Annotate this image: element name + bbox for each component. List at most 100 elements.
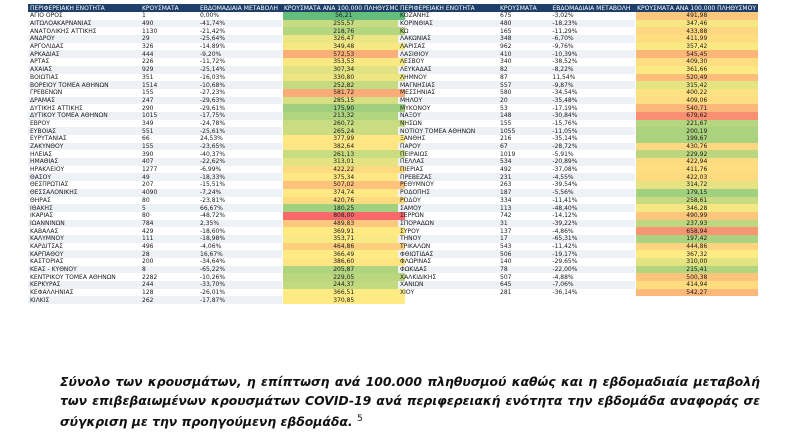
cases-cell: 290 [142,104,154,112]
region-cell: ΦΛΩΡΙΝΑΣ [400,258,432,266]
region-cell: ΠΙΕΡΙΑΣ [400,166,424,174]
weekly-change-cell: -5,91% [552,150,574,158]
weekly-change-cell: -22,00% [550,265,636,274]
table-row: ΜΗΛΟΥ 20 -35,48% 409,06 [398,96,758,105]
weekly-change-cell: -35,14% [552,135,578,143]
cases-cell: 67 [498,142,551,151]
rate-cell: 520,49 [634,73,758,82]
region-cell: ΘΑΣΟΥ [28,173,140,182]
table-row: ΑΡΤΑΣ 226 -11,72% 353,53 [28,58,405,66]
weekly-change-cell: -6,70% [550,35,636,43]
rate-cell: 374,74 [281,188,405,197]
weekly-change-cell: -6,99% [200,166,222,174]
rate-cell: 255,57 [281,19,405,28]
cases-cell: 326 [142,43,154,51]
table-row: ΒΟΡΕΙΟΥ ΤΟΜΕΑ ΑΘΗΝΩΝ 1514 -10,68% 252,82 [28,81,405,89]
region-cell: ΛΑΡΙΣΑΣ [400,43,426,51]
weekly-change-cell: -21,42% [200,27,226,35]
rate-cell: 205,87 [281,265,405,274]
table-row: ΡΟΔΟΠΗΣ 187 -5,56% 179,15 [398,188,758,197]
region-cell: ΛΕΥΚΑΔΑΣ [398,65,498,74]
weekly-change-cell: -38,52% [552,58,578,66]
weekly-change-cell: -19,17% [550,250,636,258]
header-row: ΠΕΡΙΦΕΡΕΙΑΚΗ ΕΝΟΤΗΤΑ ΚΡΟΥΣΜΑΤΑ ΕΒΔΟΜΑΔΙΑ… [398,4,758,12]
cases-cell: 1 [142,12,146,20]
weekly-change-cell: -10,26% [200,273,226,281]
rate-cell: 314,72 [634,181,758,189]
rate-cell: 244,37 [281,281,405,289]
cases-cell: 20 [498,96,551,105]
region-cell: ΚΩ [400,27,409,35]
cases-cell: 29 [140,35,198,43]
table-row: ΔΥΤΙΚΟΥ ΤΟΜΕΑ ΑΘΗΝΩΝ 1015 -17,75% 213,32 [28,111,405,120]
rate-cell: 490,99 [634,211,758,220]
table-row: ΑΙΤΩΛΟΑΚΑΡΝΑΝΙΑΣ 490 -41,74% 255,57 [28,19,405,28]
table-row: ΤΗΝΟΥ 17 -65,31% 197,42 [398,234,758,243]
right-table-body: ΚΟΖΑΝΗΣ 675 -3,02% 491,98 ΚΟΡΙΝΘΙΑΣ 480 -18,23… [398,12,758,297]
cases-cell: 200 [142,258,154,266]
rate-cell: 409,30 [634,58,758,66]
region-cell: ΚΟΖΑΝΗΣ [400,12,430,20]
region-cell: ΑΓΙΟ ΟΡΟΣ [30,12,63,20]
table-row: ΣΑΜΟΥ 113 -48,40% 346,28 [398,204,758,212]
table-row: ΙΘΑΚΗΣ 5 66,67% 180,25 [28,204,405,212]
rate-cell: 200,19 [634,127,758,135]
region-cell: ΛΑΚΩΝΙΑΣ [398,35,498,43]
region-cell: ΙΘΑΚΗΣ [28,204,140,212]
weekly-change-cell: -7,06% [550,281,636,289]
weekly-change-cell: -11,41% [552,196,578,204]
table-row: ΡΟΔΟΥ 334 -11,41% 258,61 [398,196,758,205]
region-cell: ΚΕΑΣ - ΚΥΘΝΟΥ [28,265,140,274]
weekly-change-cell: 66,67% [198,204,282,212]
region-cell: ΦΘΙΩΤΙΔΑΣ [398,250,498,258]
table-row: ΔΥΤΙΚΗΣ ΑΤΤΙΚΗΣ 290 -29,61% 175,90 [28,104,405,112]
region-cell: ΘΕΣΣΑΛΟΝΙΚΗΣ [28,188,140,197]
cases-cell: 1015 [140,111,198,120]
region-cell: ΑΡΤΑΣ [30,58,50,66]
table-row: ΗΡΑΚΛΕΙΟΥ 1277 -6,99% 422,22 [28,165,405,174]
region-cell: ΡΟΔΟΥ [400,196,421,204]
weekly-change-cell: -18,98% [198,234,282,243]
table-row: ΦΩΚΙΔΑΣ 78 -22,00% 215,41 [398,265,758,274]
cases-cell: 962 [500,43,512,51]
rate-cell: 422,03 [634,173,758,182]
cases-cell: 140 [500,258,512,266]
cases-cell: 390 [142,150,154,158]
rate-cell: 808,00 [281,211,405,220]
header-cases: ΚΡΟΥΣΜΑΤΑ [498,4,551,12]
cases-cell: 480 [498,19,551,28]
region-cell: ΡΕΘΥΜΝΟΥ [400,181,434,189]
region-cell: ΜΕΣΣΗΝΙΑΣ [400,89,436,97]
cases-cell: 1130 [142,27,158,35]
region-cell: ΠΕΙΡΑΙΩΣ [400,150,428,158]
region-cell: ΗΛΕΙΑΣ [30,150,53,158]
table-row: ΚΟΡΙΝΘΙΑΣ 480 -18,23% 347,46 [398,19,758,28]
region-cell: ΘΗΡΑΣ [30,196,51,204]
weekly-change-cell: -11,42% [552,242,578,250]
rate-cell: 349,48 [281,42,405,51]
cases-cell: 742 [500,212,512,220]
header-region: ΠΕΡΙΦΕΡΕΙΑΚΗ ΕΝΟΤΗΤΑ [28,4,140,12]
table-row: ΦΘΙΩΤΙΔΑΣ 506 -19,17% 367,32 [398,250,758,258]
table-row: ΠΑΡΟΥ 67 -28,72% 430,76 [398,142,758,151]
weekly-change-cell: -9,87% [550,81,636,89]
cases-cell: 226 [142,58,154,66]
region-cell: ΕΒΡΟΥ [30,119,50,127]
cases-cell: 31 [498,219,551,228]
table-row: ΕΥΒΟΙΑΣ 551 -25,61% 265,24 [28,127,405,135]
table-row: ΜΑΓΝΗΣΙΑΣ 557 -9,87% 315,42 [398,81,758,89]
weekly-change-cell: -11,05% [550,127,636,135]
cases-cell: 784 [140,219,198,228]
cases-cell: 351 [142,73,154,81]
weekly-change-cell: -26,01% [200,289,226,297]
cases-cell: 429 [142,227,154,235]
cases-cell: 1514 [140,81,198,89]
region-cell: ΓΡΕΒΕΝΩΝ [30,89,63,97]
rate-cell: 180,25 [281,204,405,212]
table-row: ΡΕΘΥΜΝΟΥ 263 -39,54% 314,72 [398,181,758,189]
cases-cell: 675 [500,12,512,20]
weekly-change-cell: -27,23% [200,89,226,97]
cases-cell: 506 [498,250,551,258]
weekly-change-cell: -35,48% [550,96,636,105]
table-row: ΚΕΦΑΛΛΗΝΙΑΣ 128 -26,01% 366,51 [28,288,405,297]
